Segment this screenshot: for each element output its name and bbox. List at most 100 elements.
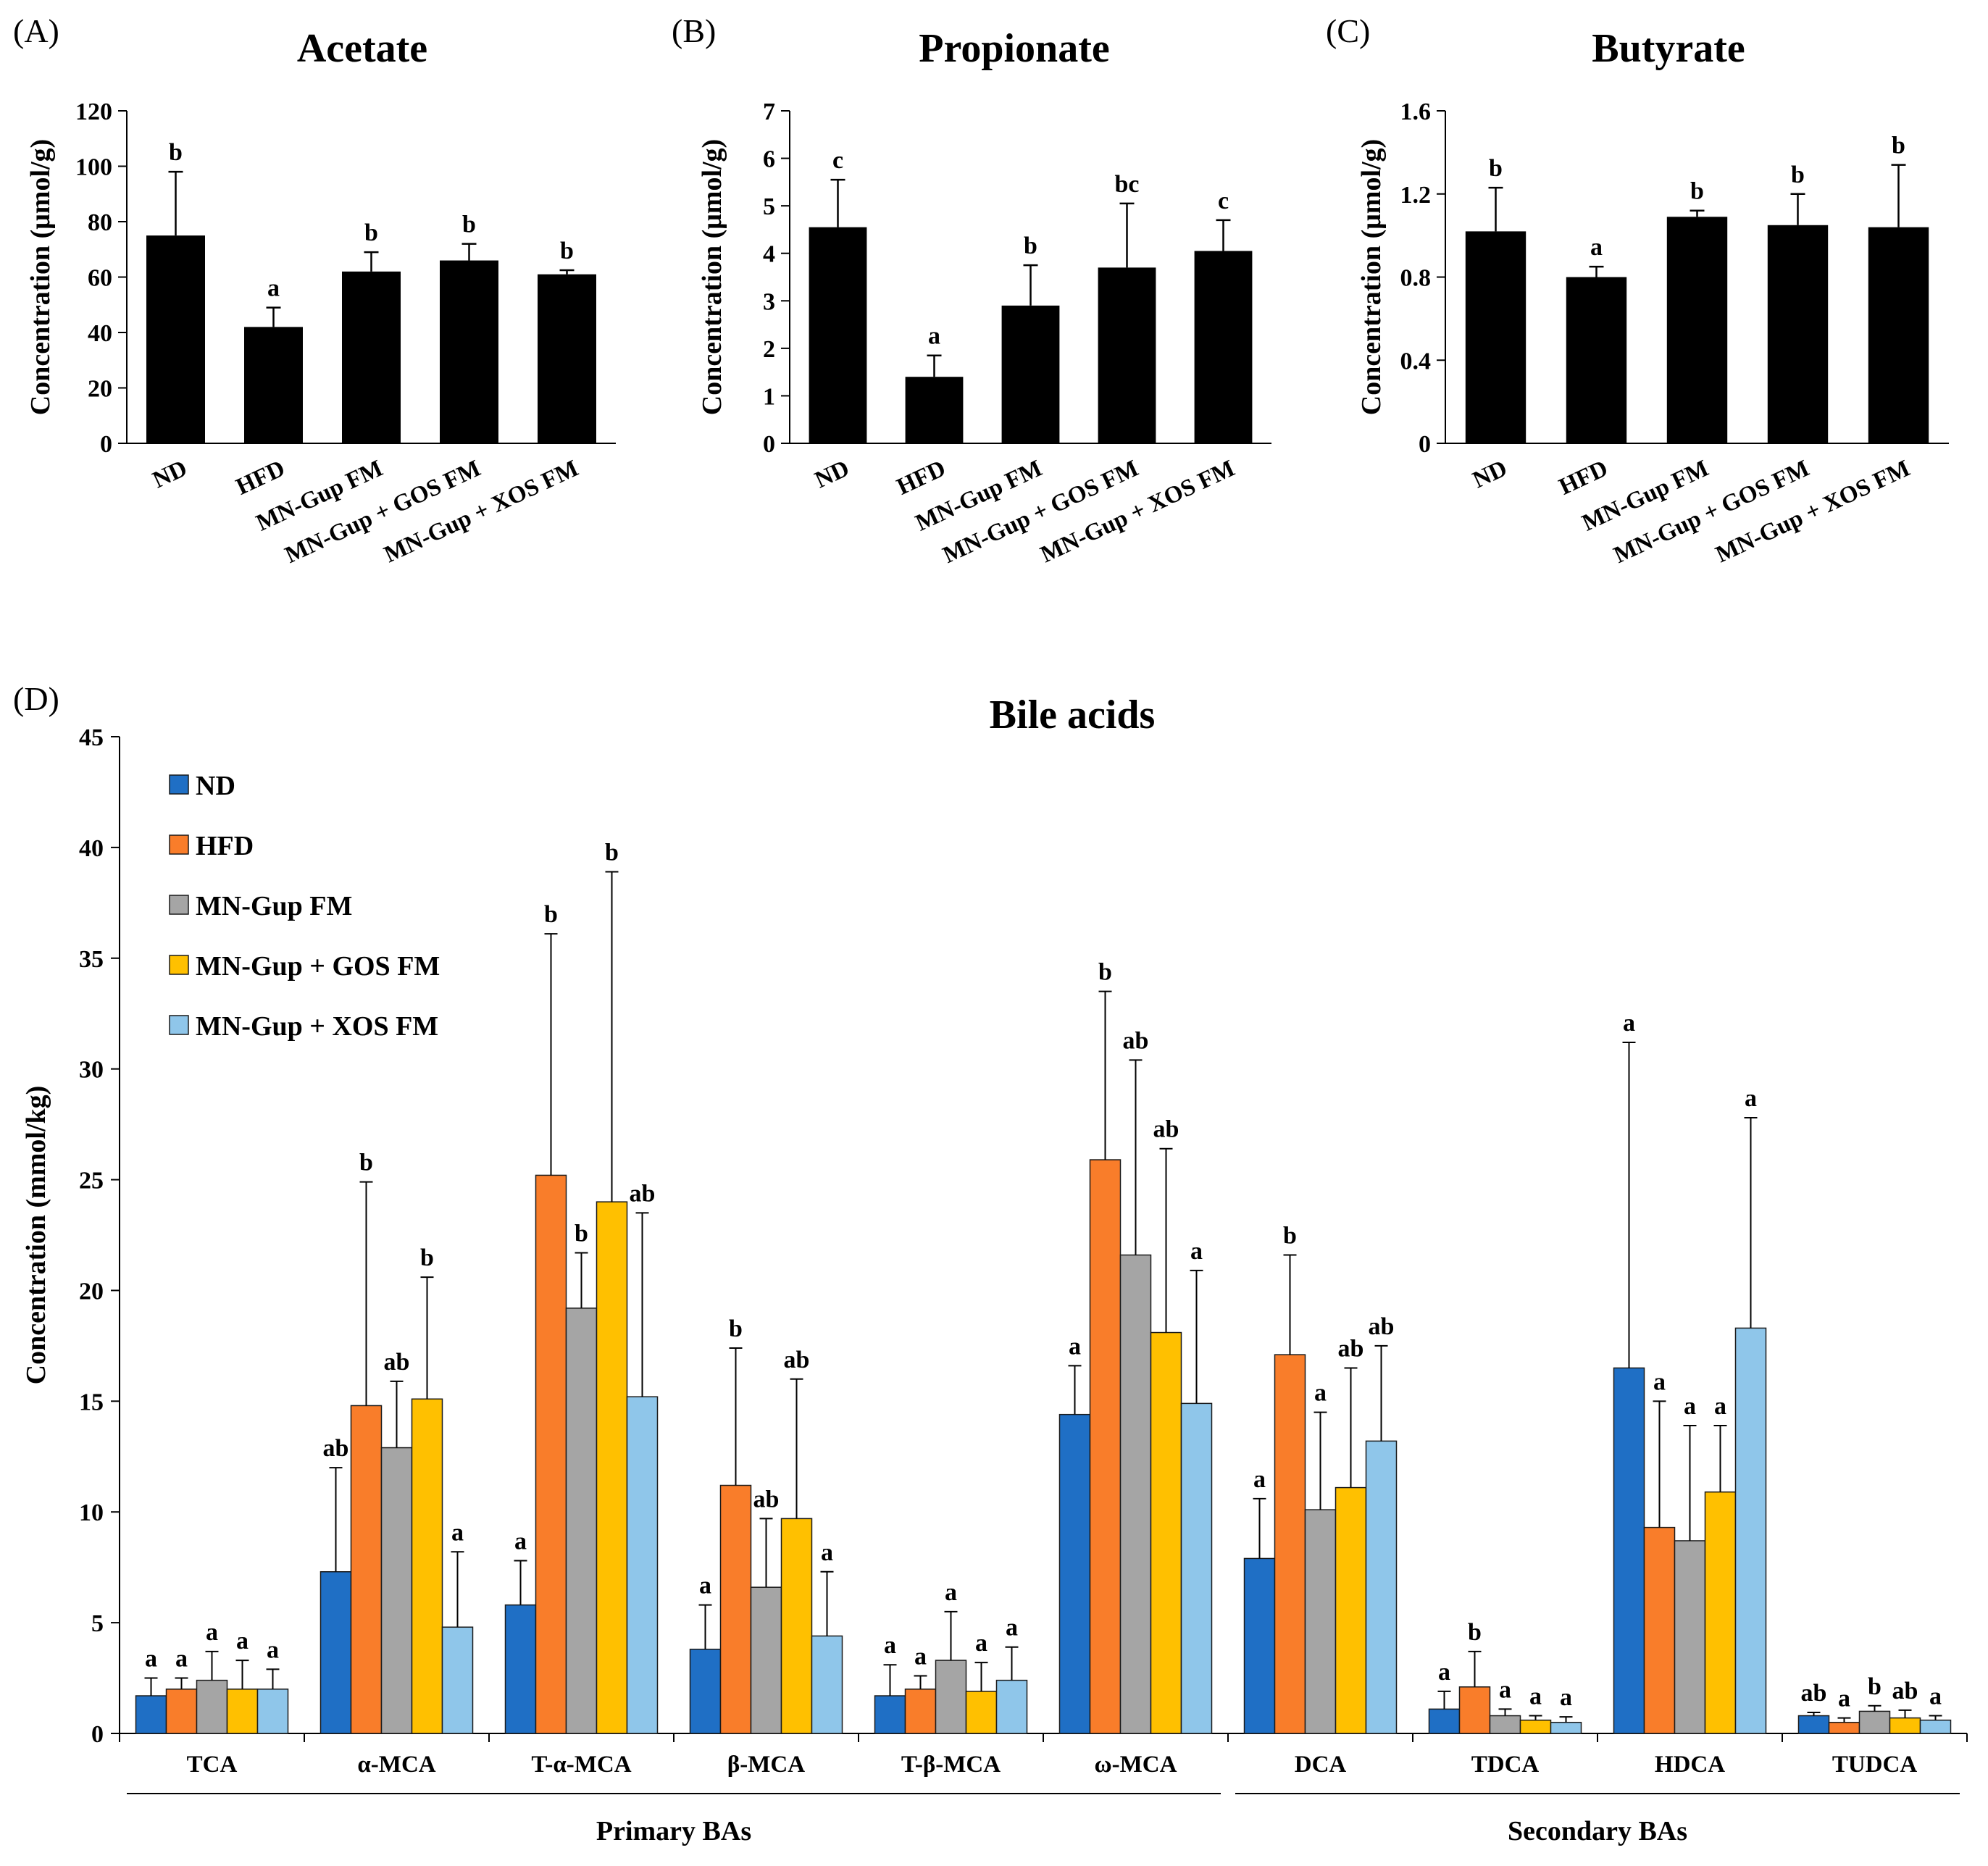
panel-bile-acids: (D) Bile acids Concentration (mmol/kg) 0 5 10…: [13, 680, 1968, 1846]
bar-mca-hfd: [1089, 1159, 1122, 1734]
bar-tudca-mn-gup-fm: [1858, 1710, 1891, 1734]
y-axis-label: Concentration (μmol/g): [1356, 139, 1387, 415]
bar-mn-gup-xos-fm: [1194, 251, 1253, 443]
bar-nd: [809, 227, 867, 443]
significance-letter: a: [1499, 1676, 1511, 1703]
y-tick-label: 35: [79, 946, 104, 973]
bar-dca-nd: [1243, 1557, 1276, 1734]
significance-letter: ab: [630, 1180, 656, 1207]
bar-t-mca-mn-gup-fm: [565, 1308, 598, 1734]
bar-tca-mn-gup-fm: [196, 1679, 228, 1734]
y-tick-label: 30: [79, 1057, 104, 1084]
chart-title: Butyrate: [1592, 26, 1745, 71]
panel-letter: (A): [13, 12, 59, 49]
group-label-secondary-bas: Secondary BAs: [1508, 1816, 1687, 1846]
significance-letter: a: [145, 1646, 157, 1673]
bar-mca-hfd: [719, 1484, 752, 1734]
bar-mn-gup-gos-fm: [440, 260, 498, 443]
bar-dca-mn-gup-gos-fm: [1335, 1486, 1367, 1734]
significance-letter: b: [462, 212, 476, 238]
bar-tudca-mn-gup-gos-fm: [1889, 1717, 1921, 1734]
panel-letter: (C): [1326, 12, 1370, 49]
significance-letter: a: [914, 1643, 927, 1670]
bar-mca-mn-gup-gos-fm: [1150, 1331, 1182, 1734]
significance-letter: ab: [1338, 1335, 1364, 1362]
x-tick-label: HFD: [1555, 456, 1612, 501]
bar-tdca-hfd: [1458, 1686, 1491, 1734]
significance-letter: ab: [784, 1347, 810, 1373]
bar-mn-gup-fm: [1001, 305, 1060, 443]
x-tick-label: T-α-MCA: [531, 1752, 631, 1778]
significance-letter: a: [175, 1646, 188, 1673]
significance-letter: b: [544, 901, 558, 928]
significance-letter: b: [420, 1244, 434, 1271]
significance-letter: b: [1098, 959, 1112, 986]
significance-letter: ab: [753, 1486, 780, 1513]
bar-t-mca-hfd: [535, 1174, 567, 1734]
bar-tudca-hfd: [1828, 1721, 1860, 1734]
significance-letter: a: [1684, 1393, 1696, 1420]
bar-mca-mn-gup-xos-fm: [1180, 1402, 1213, 1734]
y-tick-label: 5: [763, 193, 775, 220]
bar-t-mca-mn-gup-fm: [935, 1660, 967, 1734]
significance-letter: b: [1892, 133, 1905, 159]
legend-swatch-mn-gup-xos-fm: [169, 1015, 189, 1035]
bar-mn-gup-fm: [1666, 217, 1728, 443]
bar-mn-gup-xos-fm: [538, 274, 596, 443]
chart-title: Acetate: [297, 26, 427, 71]
bar-hdca-mn-gup-fm: [1674, 1540, 1706, 1734]
bar-dca-mn-gup-xos-fm: [1365, 1440, 1398, 1734]
bar-mca-mn-gup-gos-fm: [411, 1398, 443, 1734]
bar-tdca-mn-gup-gos-fm: [1519, 1719, 1552, 1734]
x-tick-label: T-β-MCA: [901, 1752, 1001, 1778]
significance-letter: a: [236, 1628, 248, 1654]
significance-letter: a: [1438, 1659, 1450, 1686]
bar-mca-mn-gup-fm: [1119, 1254, 1152, 1734]
y-tick-label: 80: [88, 209, 112, 236]
y-tick-label: 0.8: [1400, 265, 1432, 292]
significance-letter: ab: [323, 1435, 349, 1462]
significance-letter: a: [928, 323, 940, 350]
significance-letter: a: [821, 1539, 833, 1566]
bar-mca-mn-gup-fm: [750, 1586, 782, 1734]
significance-letter: b: [1024, 233, 1037, 259]
bar-tudca-mn-gup-xos-fm: [1919, 1719, 1952, 1734]
legend: ND HFD MN-Gup FM MN-Gup + GOS FM MN-Gup + XO…: [169, 771, 440, 1042]
bar-mca-mn-gup-fm: [380, 1447, 413, 1734]
y-axis-label: Concentration (μmol/g): [697, 139, 727, 415]
significance-letter: a: [1714, 1393, 1726, 1420]
bar-mca-nd: [320, 1571, 352, 1734]
x-tick-label: TDCA: [1471, 1752, 1540, 1778]
y-tick-label: 15: [79, 1389, 104, 1415]
bar-mca-nd: [1058, 1413, 1091, 1734]
significance-letter: b: [1690, 178, 1704, 205]
bar-hfd: [244, 327, 303, 443]
significance-letter: b: [1868, 1673, 1882, 1700]
legend-swatch-mn-gup-gos-fm: [169, 955, 189, 975]
bar-t-mca-mn-gup-gos-fm: [965, 1691, 998, 1734]
significance-letter: ab: [1123, 1027, 1149, 1054]
significance-letter: a: [1745, 1085, 1757, 1112]
x-tick-label: HFD: [233, 456, 289, 501]
bar-mn-gup-gos-fm: [1767, 225, 1829, 443]
bar-t-mca-mn-gup-gos-fm: [596, 1201, 628, 1734]
significance-letter: a: [884, 1632, 896, 1659]
significance-letter: a: [1069, 1333, 1081, 1360]
y-tick-label: 0.4: [1400, 348, 1432, 375]
significance-letter: a: [514, 1528, 527, 1555]
bar-hdca-mn-gup-gos-fm: [1704, 1491, 1737, 1734]
significance-letter: a: [1838, 1686, 1850, 1712]
y-tick-label: 20: [79, 1278, 104, 1305]
y-tick-label: 40: [79, 835, 104, 862]
panel-letter: (D): [13, 680, 59, 717]
significance-letter: ab: [384, 1349, 410, 1376]
legend-swatch-mn-gup-fm: [169, 895, 189, 915]
chart-title: Propionate: [919, 26, 1109, 71]
x-tick-label: β-MCA: [727, 1752, 805, 1778]
bar-tca-nd: [135, 1695, 167, 1734]
chart-title: Bile acids: [990, 693, 1156, 737]
group-label-primary-bas: Primary BAs: [596, 1816, 751, 1846]
legend-label-mn-gup-xos-fm: MN-Gup + XOS FM: [196, 1011, 438, 1042]
significance-letter: ab: [1153, 1116, 1179, 1143]
significance-letter: b: [169, 139, 183, 166]
